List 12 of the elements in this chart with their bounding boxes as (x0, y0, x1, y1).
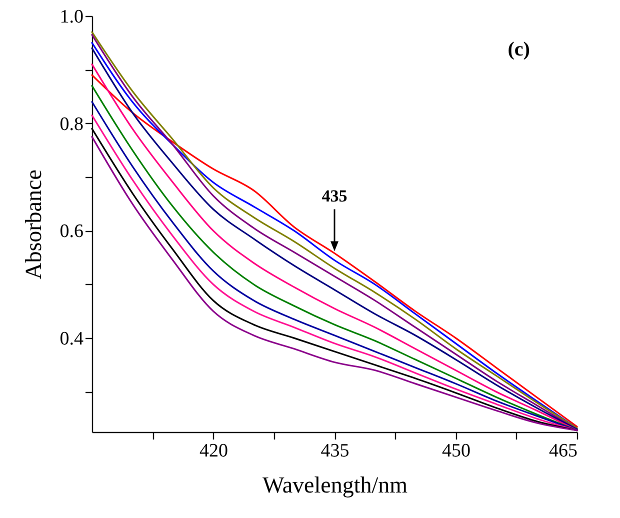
y-tick-label: 0.4 (60, 328, 84, 350)
y-axis-title: Absorbance (20, 170, 46, 280)
y-tick-label: 0.6 (60, 221, 84, 242)
y-tick-label: 1.0 (60, 6, 84, 28)
y-tick-label: 0.8 (60, 114, 84, 135)
x-tick-label: 420 (200, 440, 228, 462)
x-tick-label: 450 (442, 440, 470, 462)
x-axis-title: Wavelength/nm (262, 472, 408, 498)
x-tick-label: 465 (549, 440, 578, 462)
annotation: 435 (322, 186, 348, 206)
annotation: (c) (508, 38, 530, 60)
x-tick-label: 435 (320, 440, 350, 462)
